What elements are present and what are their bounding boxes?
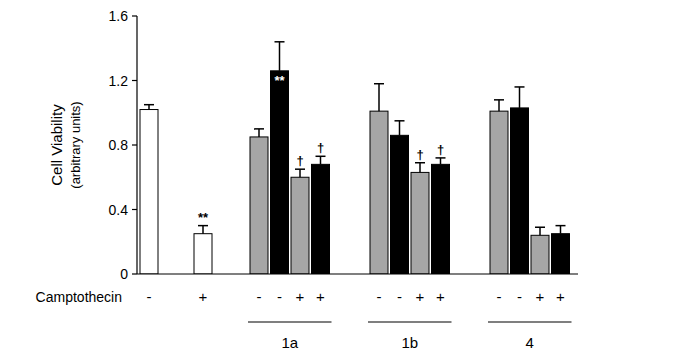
y-tick [132, 209, 137, 210]
error-line [399, 121, 401, 136]
error-bar [198, 226, 208, 234]
x-tick-label: + [536, 288, 545, 305]
bar [194, 234, 212, 274]
x-tick-label: - [257, 288, 262, 305]
error-line [258, 129, 260, 137]
x-tick-label: - [147, 288, 152, 305]
bar [490, 111, 508, 274]
annotation: † [416, 147, 423, 162]
error-line [498, 100, 500, 111]
y-axis-label: Cell Viability [48, 104, 65, 186]
x-tick-label: - [377, 288, 382, 305]
error-line [440, 158, 442, 164]
x-axis [137, 273, 578, 274]
x-tick-label: + [199, 288, 208, 305]
error-bar [316, 156, 326, 164]
y-tick-label: 0 [120, 266, 128, 282]
error-bar [415, 163, 425, 173]
bar [291, 177, 309, 274]
group-label: 4 [526, 334, 534, 351]
error-cap [316, 156, 326, 158]
error-bar [494, 100, 504, 111]
bar [312, 164, 330, 274]
error-bar [275, 42, 285, 71]
chart: 0 0.4 0.8 1.2 1.6 Cell Viability(arbitrary un… [0, 0, 686, 361]
x-tick-label: - [517, 288, 522, 305]
bar [531, 235, 549, 274]
error-line [378, 84, 380, 111]
group-line [248, 321, 332, 322]
error-bar [515, 87, 525, 108]
annotation: † [437, 142, 444, 157]
x-axis-label: Camptothecin [36, 289, 122, 305]
bar [432, 164, 450, 274]
group-label: 1a [281, 334, 298, 351]
error-bar [535, 227, 545, 235]
error-cap [198, 225, 208, 227]
error-bar [374, 84, 384, 111]
error-cap [295, 168, 305, 170]
bar [370, 111, 388, 274]
x-tick-label: + [556, 288, 565, 305]
error-cap [515, 86, 525, 88]
error-cap [535, 226, 545, 228]
error-line [299, 169, 301, 177]
error-cap [254, 128, 264, 130]
x-tick-label: - [277, 288, 282, 305]
error-cap [436, 157, 446, 159]
annotation: † [296, 153, 303, 168]
error-cap [415, 162, 425, 164]
x-tick-label: + [316, 288, 325, 305]
annotation: † [317, 140, 324, 155]
y-tick [132, 15, 137, 16]
error-line [320, 156, 322, 164]
error-cap [395, 120, 405, 122]
error-line [539, 227, 541, 235]
bar [391, 135, 409, 274]
y-tick-label: 1.6 [109, 8, 129, 24]
error-bar [395, 121, 405, 136]
y-tick [132, 80, 137, 81]
group-label: 1b [401, 334, 418, 351]
bars [140, 42, 570, 274]
error-bar [556, 226, 566, 234]
error-bar [144, 105, 154, 110]
error-line [419, 163, 421, 173]
x-tick-label: - [497, 288, 502, 305]
y-axis-sublabel: (arbitrary units) [68, 101, 83, 188]
error-bar [254, 129, 264, 137]
bar [511, 108, 529, 274]
group-line [368, 321, 452, 322]
error-cap [275, 41, 285, 43]
error-cap [556, 225, 566, 227]
x-tick-label: - [397, 288, 402, 305]
bar [411, 172, 429, 274]
error-cap [494, 99, 504, 101]
error-line [279, 42, 281, 71]
error-line [519, 87, 521, 108]
error-cap [144, 104, 154, 106]
annotation: ** [198, 210, 209, 225]
error-line [560, 226, 562, 234]
group-line [488, 321, 572, 322]
x-tick-label: + [416, 288, 425, 305]
bar [271, 71, 289, 274]
bar [250, 137, 268, 274]
annotation: ** [274, 73, 285, 88]
y-tick [132, 273, 137, 274]
bar [552, 234, 570, 274]
error-bar [295, 169, 305, 177]
error-line [202, 226, 204, 234]
x-tick-label: + [296, 288, 305, 305]
y-tick-label: 0.4 [109, 202, 129, 218]
error-cap [374, 83, 384, 85]
bar [140, 110, 158, 274]
y-tick-label: 1.2 [109, 73, 129, 89]
x-tick-label: + [436, 288, 445, 305]
y-tick-label: 0.8 [109, 137, 129, 153]
y-tick [132, 144, 137, 145]
error-bar [436, 158, 446, 164]
